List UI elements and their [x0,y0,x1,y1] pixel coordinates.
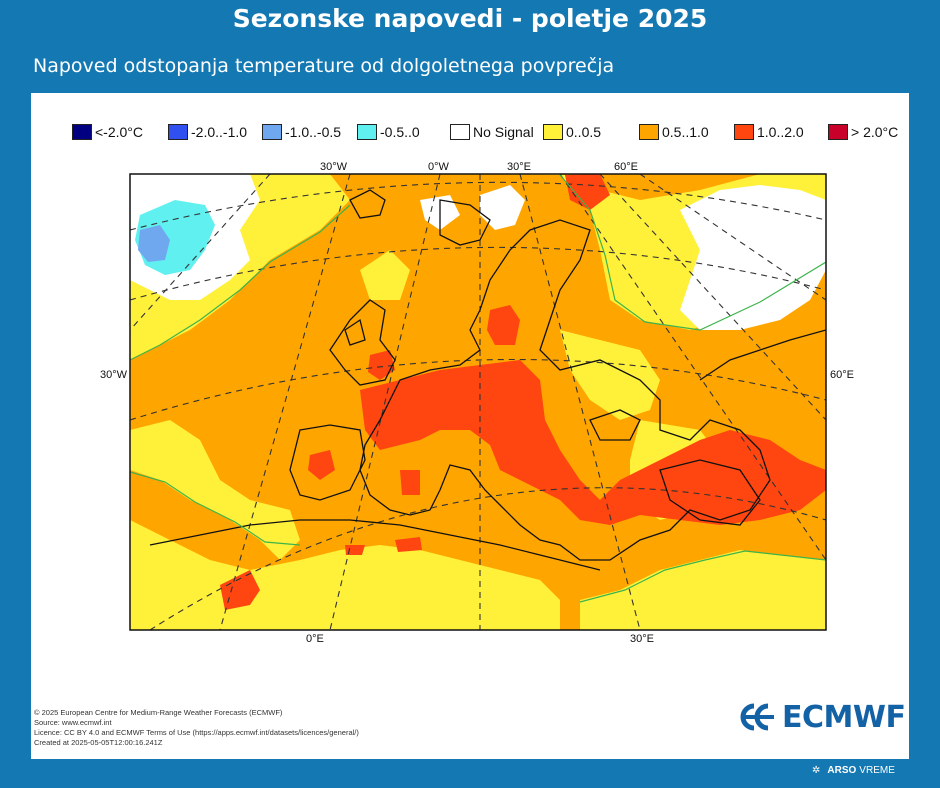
credits: © 2025 European Centre for Medium-Range … [34,708,359,748]
legend-label: 1.0..2.0 [757,124,804,140]
arso-brand-light: VREME [859,765,895,776]
lat-label-left: 30°W [100,369,128,381]
arso-brand-bold: ARSO [827,765,857,776]
legend-swatch [357,124,377,140]
ecmwf-wordmark: ECMWF [782,699,906,735]
legend-label: No Signal [473,124,534,140]
legend-label: > 2.0°C [851,124,899,140]
legend-swatch [828,124,848,140]
anomaly-1.0-2.0-regions [220,174,826,610]
snowflake-icon: ✲ [812,765,821,776]
legend-swatch [543,124,563,140]
lon-label-top: 60°E [614,161,638,173]
credit-line: Created at 2025-05-05T12:00:16.241Z [34,738,163,747]
lon-label-top: 0°W [428,161,450,173]
page-subtitle: Napoved odstopanja temperature od dolgol… [33,55,615,77]
legend-item: -2.0..-1.0 [168,121,247,143]
legend: <-2.0°C -2.0..-1.0 -1.0..-0.5 -0.5..0 No… [42,121,912,143]
credit-line: Source: www.ecmwf.int [34,718,112,727]
legend-item: -1.0..-0.5 [262,121,341,143]
contour-lines [130,174,826,603]
legend-label: -2.0..-1.0 [191,124,248,140]
legend-label: 0..0.5 [566,124,602,140]
legend-swatch [168,124,188,140]
lon-label-top: 30°W [320,161,348,173]
negative-anomaly-regions [135,200,215,275]
arso-brand: ✲ ARSO VREME [812,765,895,776]
legend-swatch [72,124,92,140]
page-title: Sezonske napovedi - poletje 2025 [232,4,708,33]
legend-item: 0.5..1.0 [639,121,709,143]
coastlines [149,189,826,571]
legend-label: -0.5..0 [380,124,420,140]
lat-label-right: 60°E [830,369,854,381]
legend-item: 0..0.5 [543,121,601,143]
lon-label-bottom: 0°E [306,633,324,645]
legend-item: -0.5..0 [357,121,420,143]
graticule [130,174,826,630]
credit-line: Licence: CC BY 4.0 and ECMWF Terms of Us… [34,728,359,737]
legend-label: -1.0..-0.5 [285,124,342,140]
ecmwf-mark-icon [740,703,774,731]
legend-swatch [734,124,754,140]
legend-swatch [450,124,470,140]
legend-label: <-2.0°C [95,124,144,140]
lon-label-bottom: 30°E [630,633,654,645]
legend-swatch [262,124,282,140]
credit-line: © 2025 European Centre for Medium-Range … [34,708,283,717]
legend-item: 1.0..2.0 [734,121,804,143]
legend-item: <-2.0°C [72,121,143,143]
legend-swatch [639,124,659,140]
map-frame [129,173,827,631]
legend-label: 0.5..1.0 [662,124,709,140]
legend-item: No Signal [450,121,534,143]
ecmwf-logo: ECMWF [738,699,906,735]
lon-label-top: 30°E [507,161,531,173]
legend-item: > 2.0°C [828,121,898,143]
